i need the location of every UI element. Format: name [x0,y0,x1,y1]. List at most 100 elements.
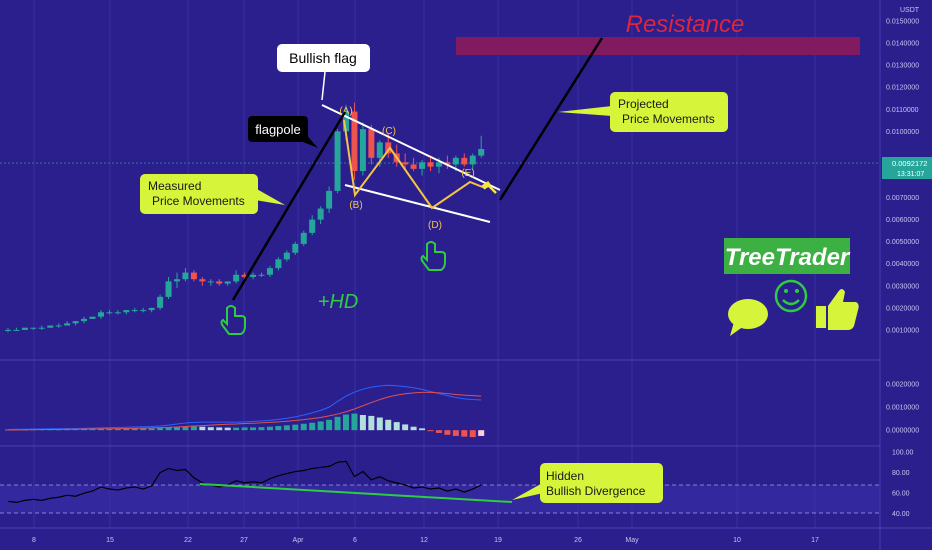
candle-body [81,318,88,322]
candle-body [97,312,104,317]
projected-pointer [558,106,612,116]
time-tick-label: 17 [811,537,819,544]
projected-move-line [498,37,604,201]
candle-body [148,307,155,311]
candle-body [190,272,197,280]
candle-body [72,321,79,324]
hammer-icon [481,180,497,194]
price-tick-label: 0.0020000 [886,305,919,312]
macd-bar [410,426,417,431]
rsi-line [7,460,482,504]
macd-bar [376,417,383,431]
macd-bar [216,427,223,431]
candle-body [410,164,417,169]
macd-axis: 0.0020000 0.0010000 0.0000000 [886,382,919,435]
candle-body [199,279,206,282]
rsi-axis: 100.00 80.00 60.00 40.00 [892,450,914,519]
wave-label-e: (E) [461,168,474,179]
candle-body [300,232,307,244]
candle-body [157,296,164,308]
bullish-flag-callout [277,44,370,72]
macd-bar [182,426,189,431]
macd-histogram [5,413,485,438]
wave-label-a: (A) [339,106,352,117]
time-tick-label: 12 [420,537,428,544]
time-tick-label: 8 [32,537,36,544]
projected-label-2: Price Movements [622,112,715,126]
macd-tick-label: 0.0020000 [886,382,919,389]
macd-bar [478,430,485,436]
candle-body [241,274,248,277]
macd-bar [317,421,324,431]
macd-bar [444,430,451,435]
time-tick-label: Apr [293,537,305,544]
macd-bar [427,430,434,432]
macd-bar [452,430,459,436]
time-tick-label: 19 [494,537,502,544]
candle-body [174,279,180,282]
measured-label-2: Price Movements [152,194,245,208]
price-tick-label: 0.0060000 [886,217,919,224]
flag-lower-line [344,184,491,223]
macd-bar [469,430,476,438]
candle-body [444,162,451,165]
candle-body [55,325,62,327]
macd-tick-label: 0.0010000 [886,405,919,412]
time-axis: 8 15 22 27 Apr 6 12 19 26 May 10 17 [32,537,819,544]
macd-bar [241,427,248,431]
price-tick-label: 0.0040000 [886,261,919,268]
macd-bar [157,427,164,431]
time-tick-label: 22 [184,537,192,544]
candle-body [283,252,290,260]
rsi-tick-label: 100.00 [892,450,914,457]
candle-body [233,274,240,282]
price-tick-label: 0.0010000 [886,327,919,334]
measured-callout [140,174,258,214]
candle-body [64,323,71,326]
macd-line [7,384,482,430]
macd-bar [266,426,273,431]
candle-body [165,281,172,297]
candle-countdown: 13:31:07 [897,171,924,178]
wave-label-c: (C) [382,126,396,137]
candle-body [114,312,121,314]
time-tick-label: 6 [353,537,357,544]
candle-body [343,111,349,132]
candle-body [385,142,392,154]
measured-pointer [255,188,285,205]
vertical-grid [33,0,816,528]
macd-bar [165,427,172,431]
candle-body [461,157,468,165]
candle-body [326,190,333,209]
candle-body [140,310,147,312]
currency-label: USDT [900,7,920,14]
wave-zigzag [343,119,486,210]
candle-body [38,327,45,329]
speech-bubble-icon [728,299,768,336]
macd-bar [393,422,400,431]
hidden-divergence-tag: +HD [318,291,359,313]
measured-label-1: Measured [148,179,201,193]
wave-label-b: (B) [349,200,362,211]
candle-body [351,111,358,172]
candle-body [30,327,37,329]
macd-bar [326,419,333,431]
projected-callout [610,92,728,132]
candle-body [427,162,434,167]
candle-body [216,281,223,284]
macd-bar [233,427,240,431]
rsi-tick-label: 80.00 [892,470,910,477]
price-tick-label: 0.0050000 [886,239,919,246]
price-tick-label: 0.0100000 [886,129,919,136]
brand-name: TreeTrader [725,244,851,271]
macd-bar [131,428,138,431]
candle-body [419,162,426,169]
price-tick-label: 0.0120000 [886,85,919,92]
macd-bar [343,414,349,431]
divergence-label-2: Bullish Divergence [546,484,646,498]
price-tick-label: 0.0130000 [886,63,919,70]
pointing-hand-icon [420,241,446,271]
candle-body [478,149,485,156]
flag-upper-line [321,104,501,191]
time-tick-label: 26 [574,537,582,544]
